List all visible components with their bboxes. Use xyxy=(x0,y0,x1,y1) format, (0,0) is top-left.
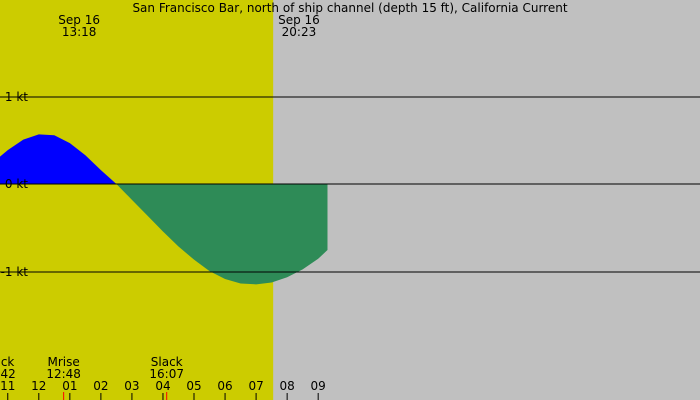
x-tick-label: 01 xyxy=(62,379,77,393)
top-date-label: Sep 16 xyxy=(278,13,320,27)
event-time-label: 12:48 xyxy=(46,367,81,381)
x-tick-label: 02 xyxy=(93,379,108,393)
event-name-label: Mrise xyxy=(48,355,80,369)
top-date-label: Sep 16 xyxy=(58,13,100,27)
x-tick-label: 07 xyxy=(248,379,263,393)
current-area-layer xyxy=(0,134,328,285)
x-tick-label: 03 xyxy=(124,379,139,393)
y-tick-labels: 1 kt 0 kt -1 kt xyxy=(1,90,29,279)
x-tick-label: 11 xyxy=(0,379,15,393)
y-tick-label: 0 kt xyxy=(5,177,28,191)
event-time-label: 16:07 xyxy=(149,367,184,381)
top-time-label: 20:23 xyxy=(282,25,317,39)
gridlines xyxy=(0,96,700,273)
x-tick-label: 06 xyxy=(217,379,232,393)
x-tick-label: 12 xyxy=(31,379,46,393)
event-name-label: Slack xyxy=(0,355,14,369)
top-time-label: 13:18 xyxy=(62,25,97,39)
x-tick-label: 09 xyxy=(311,379,326,393)
x-tick-label: 05 xyxy=(186,379,201,393)
event-labels: Slack23:46Slack05:06Slack10:42Mrise12:48… xyxy=(0,355,184,400)
x-tick-label: 04 xyxy=(155,379,170,393)
chart-title: San Francisco Bar, north of ship channel… xyxy=(132,1,567,15)
event-name-label: Slack xyxy=(151,355,183,369)
x-tick-label: 08 xyxy=(279,379,294,393)
ebb-area xyxy=(116,184,328,285)
y-tick-label: 1 kt xyxy=(5,90,28,104)
y-tick-label: -1 kt xyxy=(1,265,29,279)
flood-area xyxy=(0,134,117,184)
x-axis: 1112010203040506070809101112010203040506… xyxy=(0,379,326,400)
event-time-label: 10:42 xyxy=(0,367,16,381)
